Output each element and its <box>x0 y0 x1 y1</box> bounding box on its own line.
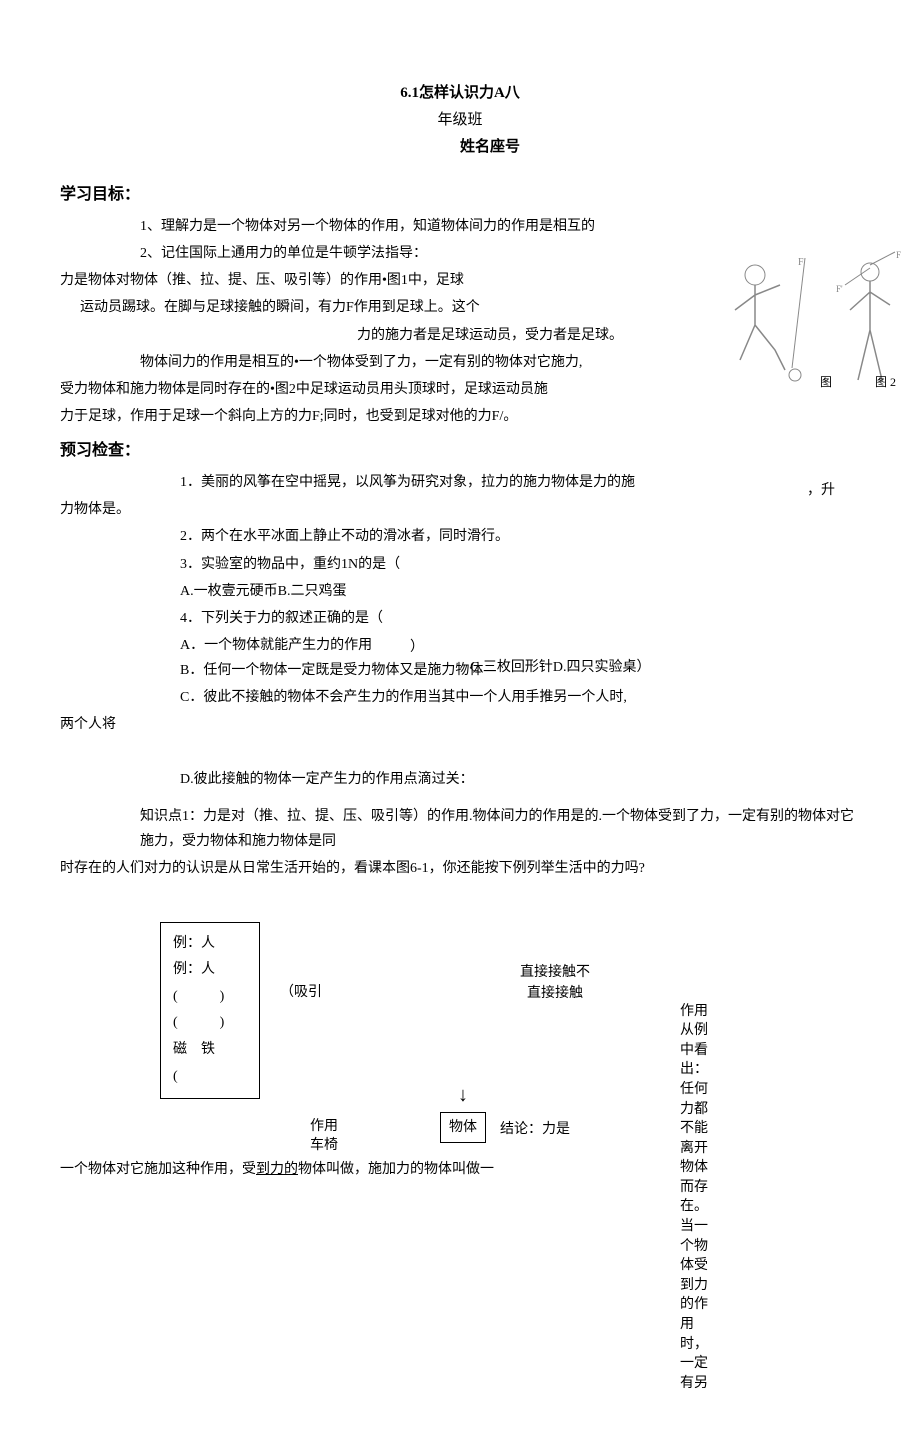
example-1: 例：人 <box>173 931 247 958</box>
q4-option-b: B．任何一个物体一定既是受力物体又是施力物体 <box>180 658 483 683</box>
svg-text:F': F' <box>836 284 843 294</box>
q4-paren: ） <box>410 635 424 660</box>
question-1b: 力物体是。 <box>60 497 860 522</box>
action-label: 作用 车椅 <box>310 1117 338 1156</box>
goal-1: 1、理解力是一个物体对另一个物体的作用，知道物体间力的作用是相互的 <box>60 214 860 239</box>
question-3: 3．实验室的物品中，重约1N的是（ <box>180 552 860 577</box>
sheng-text: ，升 <box>807 478 835 503</box>
question-3-opt: A.一枚壹元硬币B.二只鸡蛋 <box>180 579 860 604</box>
example-6: ( <box>173 1064 247 1091</box>
q4-option-c: C.三枚回形针D.四只实验桌） <box>470 655 650 680</box>
object-box: 物体 <box>440 1112 486 1143</box>
knowledge-1: 知识点1：力是对（推、拉、提、压、吸引等）的作用.物体间力的作用是的.一个物体受… <box>60 804 860 854</box>
concept-diagram: 例：人 例：人 ( ) ( ) 磁 铁 ( （吸引 直接接触不 直接接触 作用从… <box>60 922 860 1402</box>
doc-title-3: 姓名座号 <box>120 134 860 161</box>
q4-option-a: A．一个物体就能产生力的作用 <box>180 633 483 658</box>
question-4: 4．下列关于力的叙述正确的是（ <box>180 606 860 631</box>
right-column-text: 作用从例中看出：任何力都不能离开物体而存在。当一个物体受到力的作用时，一定有另 <box>680 1002 710 1394</box>
q4-option-c2: C．彼此不接触的物体不会产生力的作用当其中一个人用手推另一个人时, <box>180 685 860 710</box>
conclusion-label: 结论：力是 <box>500 1117 570 1142</box>
knowledge-2: 时存在的人们对力的认识是从日常生活开始的，看课本图6-1，你还能按下例列举生活中… <box>60 856 860 881</box>
arrow-down-icon: ↓ <box>458 1077 468 1113</box>
question-2: 2．两个在水平冰面上静止不动的滑冰者，同时滑行。 <box>180 524 860 549</box>
preview-check-heading: 预习检查： <box>60 437 860 466</box>
question-1a: 1．美丽的风筝在空中摇晃，以风筝为研究对象，拉力的施力物体是力的施 <box>180 470 860 495</box>
figure-2-label: 图 2 <box>875 372 896 394</box>
absorb-label: （吸引 <box>280 982 322 1004</box>
q4-option-c2b: 两个人将 <box>60 712 860 737</box>
figure-football: F F F' 图 图 2 <box>700 250 920 410</box>
svg-text:F: F <box>896 250 901 260</box>
bottom-sentence: 一个物体对它施加这种作用，受到力的物体叫做，施加力的物体叫做一 <box>60 1157 494 1182</box>
example-3: ( ) <box>173 984 247 1011</box>
doc-title-1: 6.1怎样认识力A八 <box>60 80 860 107</box>
figure-2-svg: F F' <box>830 250 910 400</box>
contact-label: 直接接触不 直接接触 <box>520 962 590 1004</box>
example-4: ( ) <box>173 1010 247 1037</box>
example-2: 例：人 <box>173 957 247 984</box>
example-5: 磁 铁 <box>173 1037 247 1064</box>
svg-text:F: F <box>798 257 804 268</box>
doc-title-2: 年级班 <box>60 107 860 134</box>
examples-box: 例：人 例：人 ( ) ( ) 磁 铁 ( <box>160 922 260 1100</box>
figure-1-label: 图 <box>820 372 832 394</box>
figure-1-svg: F <box>700 250 810 390</box>
q4-option-d: D.彼此接触的物体一定产生力的作用点滴过关： <box>180 767 860 792</box>
learning-goals-heading: 学习目标： <box>60 181 860 210</box>
